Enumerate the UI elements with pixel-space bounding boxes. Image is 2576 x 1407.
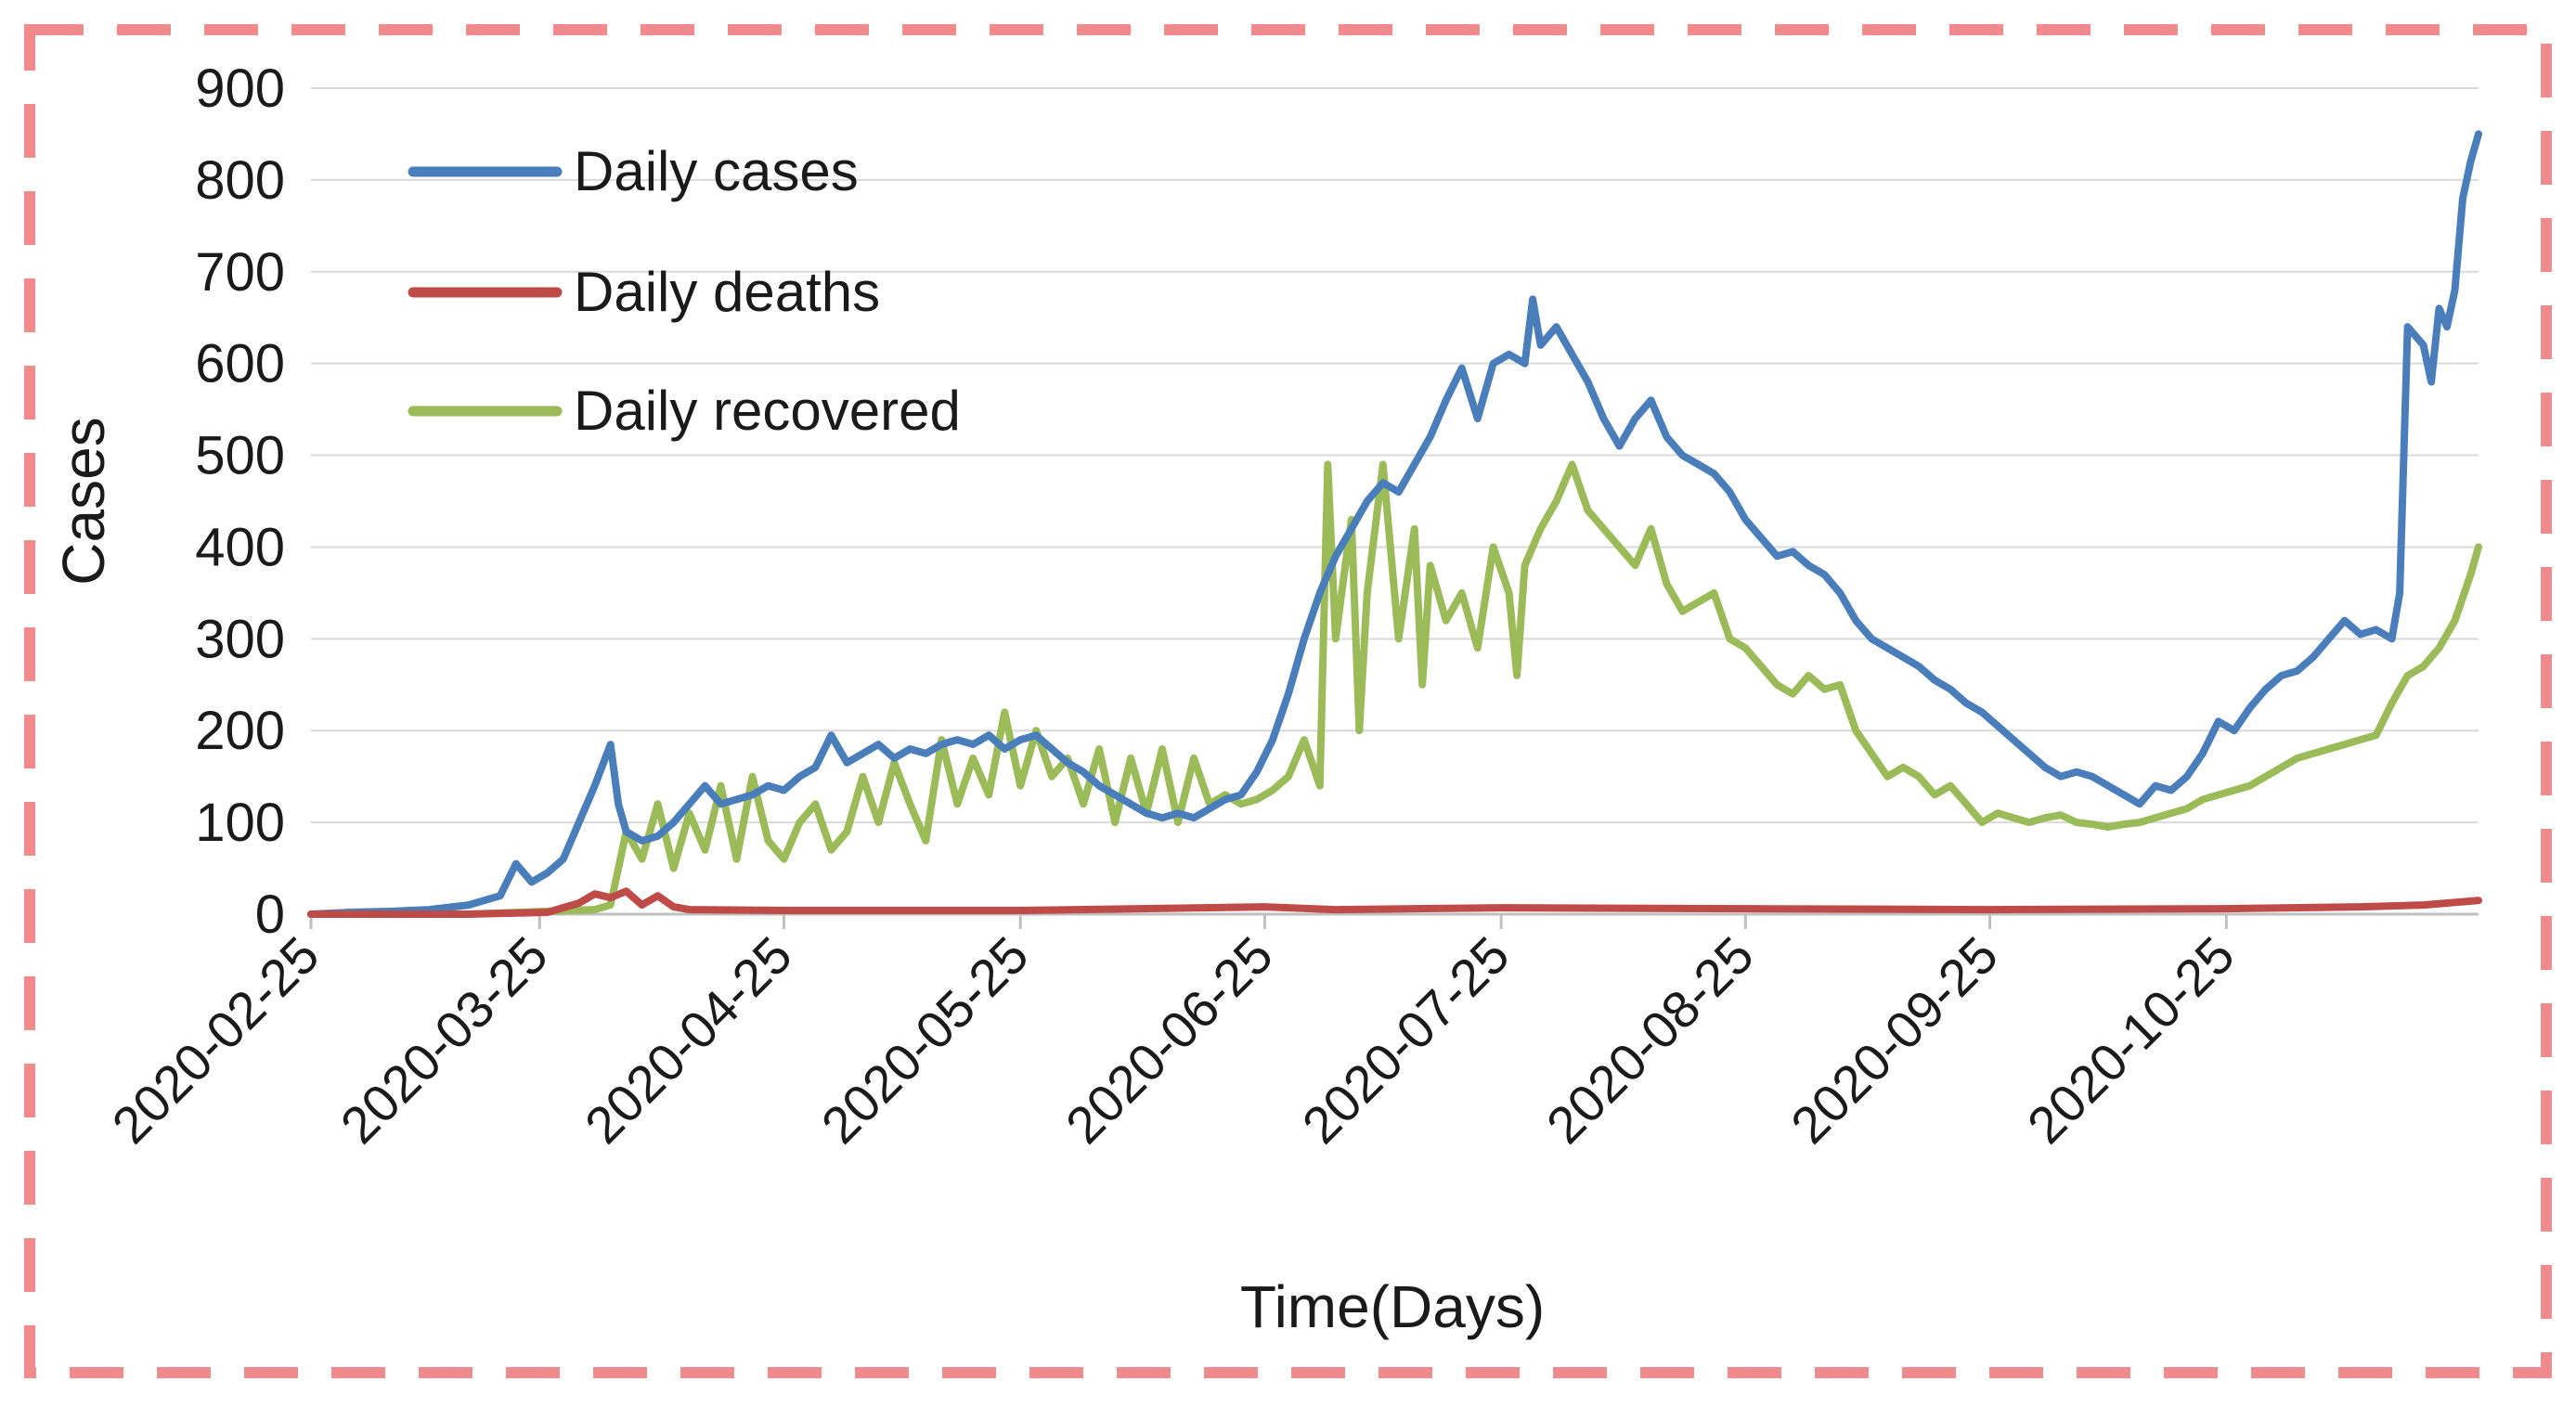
series-line-daily-deaths [307,887,2482,918]
x-tick-label: 2020-05-25 [810,925,1040,1155]
y-tick-label: 900 [195,58,285,119]
series-lines [307,130,2482,918]
legend-label: Daily deaths [574,261,880,323]
y-tick-label: 400 [195,517,285,577]
legend-label: Daily recovered [574,380,961,442]
series-line-daily-cases [307,130,2482,918]
y-tick-label: 600 [195,334,285,394]
y-tick-label: 200 [195,701,285,761]
y-tick-label: 0 [255,884,285,945]
y-axis-ticks: 0 100 200 300 400 500 600 700 800 900 [195,58,285,945]
y-tick-label: 300 [195,609,285,669]
legend-label: Daily cases [574,140,859,202]
y-tick-label: 500 [195,426,285,486]
x-tick-label: 2020-04-25 [574,925,803,1155]
x-axis-label: Time(Days) [1240,1273,1545,1340]
x-tick-label: 2020-02-25 [100,925,330,1155]
dashed-border-frame [24,24,2552,1378]
x-tick-label: 2020-06-25 [1055,925,1284,1155]
y-tick-label: 700 [195,242,285,303]
y-axis-label: Cases [50,417,117,585]
x-tick-label: 2020-07-25 [1291,925,1521,1155]
y-tick-label: 800 [195,150,285,211]
x-tick-label: 2020-03-25 [330,925,559,1155]
gridlines [311,87,2479,916]
x-tick-label: 2020-10-25 [2016,925,2246,1155]
x-tick-label: 2020-08-25 [1535,925,1765,1155]
y-tick-label: 100 [195,793,285,853]
legend: Daily cases Daily deaths Daily recovered [408,140,961,442]
x-tick-label: 2020-09-25 [1780,925,2009,1155]
series-line-daily-recovered [307,460,2482,918]
x-axis-ticks: 2020-02-25 2020-03-25 2020-04-25 2020-05-25… [100,914,2246,1155]
